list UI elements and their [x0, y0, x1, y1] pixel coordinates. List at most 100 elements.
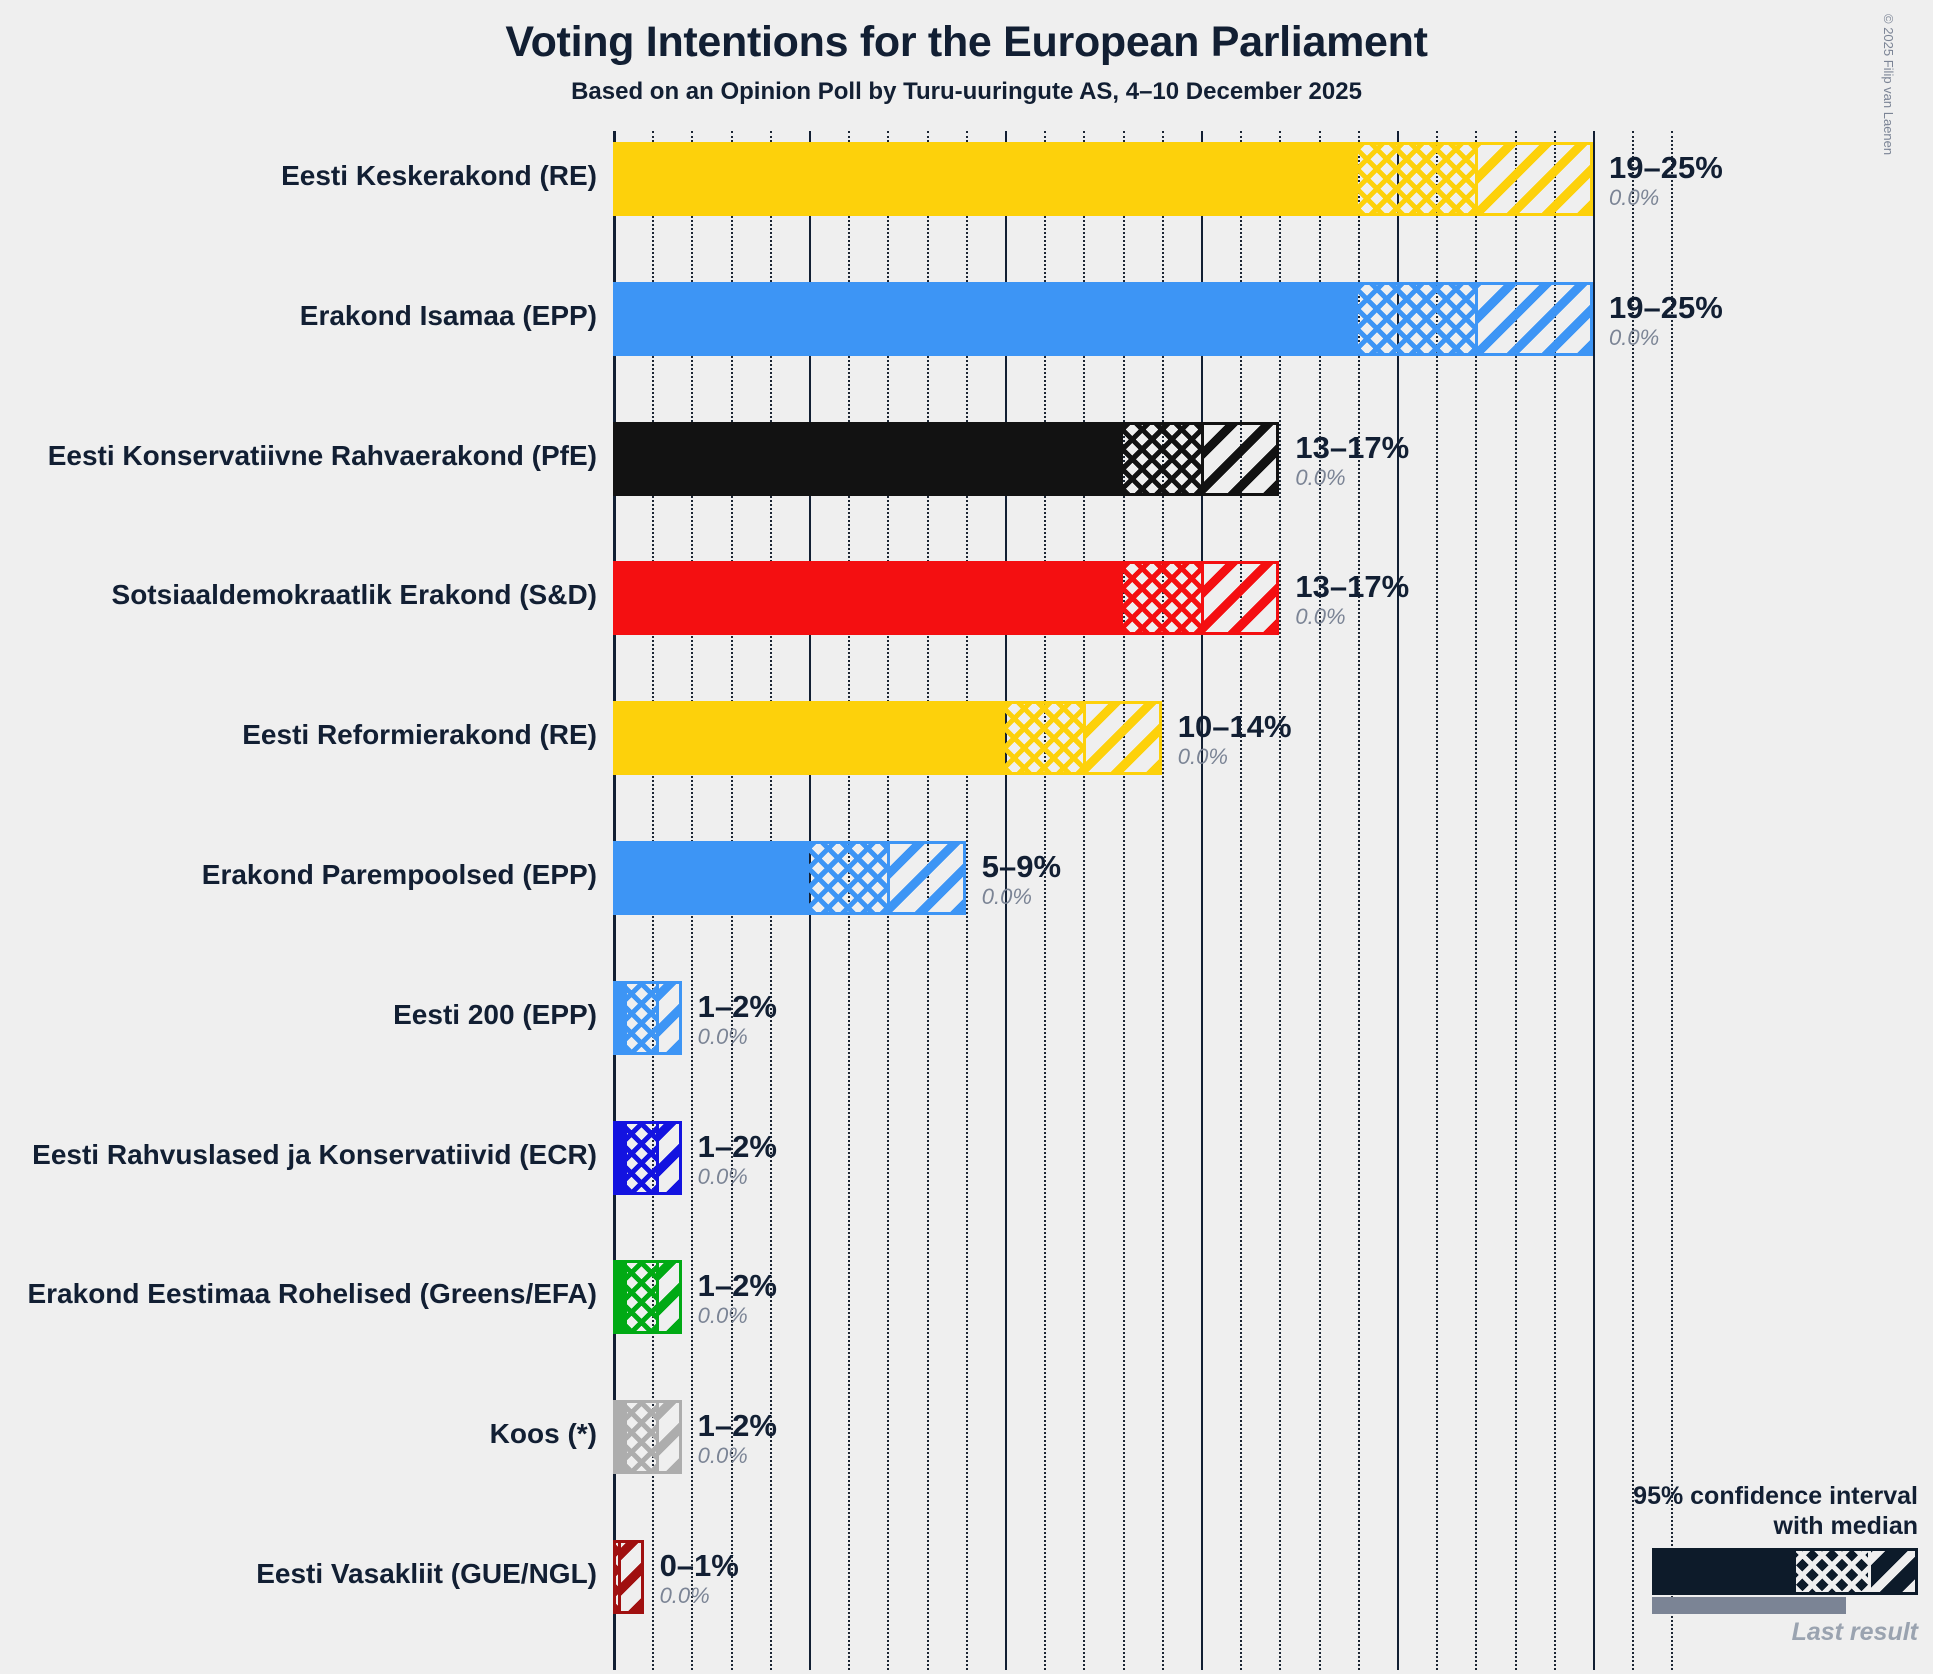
last-result-value: 0.0%: [697, 1303, 748, 1329]
gridline-minor: [1122, 131, 1125, 1670]
interval-value-label: 19–25%: [1609, 150, 1723, 185]
last-result-value: 0.0%: [1609, 324, 1660, 350]
value-label-group: 19–25% 0.0%: [1609, 292, 1723, 353]
bar-segment-solid: [616, 1123, 627, 1192]
bar-segment-diagonal: [656, 1263, 679, 1332]
bar-segment-crosshatch: [1357, 284, 1476, 353]
confidence-interval-bar: [613, 1400, 682, 1475]
gridline-major: [1397, 131, 1399, 1670]
bar-segment-diagonal: [1475, 284, 1590, 353]
interval-value-label: 0–1%: [659, 1548, 739, 1583]
bar-segment-diagonal: [887, 844, 963, 912]
last-result-value: 0.0%: [1295, 604, 1346, 630]
bar-segment-crosshatch: [1357, 145, 1476, 213]
legend-interval-swatch: [1652, 1548, 1918, 1595]
legend-line-2: with median: [1773, 1511, 1918, 1540]
bar-segment-solid: [616, 145, 1358, 213]
gridline-major: [1201, 131, 1203, 1670]
interval-value-label: 13–17%: [1295, 569, 1410, 605]
bar-segment-solid: [616, 564, 1123, 633]
gridline-minor: [1671, 131, 1674, 1670]
bar-segment-diagonal: [617, 1543, 641, 1611]
last-result-value: 0.0%: [1609, 185, 1660, 210]
party-label: Eesti 200 (EPP): [393, 998, 597, 1030]
confidence-interval-bar: [613, 980, 682, 1055]
bar-row: Erakond Isamaa (EPP) 19–25% 0.0%: [0, 271, 1933, 411]
bar-segment-solid: [616, 983, 627, 1052]
party-label: Eesti Reformierakond (RE): [242, 719, 597, 751]
gridline-minor: [1083, 131, 1086, 1670]
bar-segment-diagonal: [1475, 145, 1590, 213]
bar-segment-crosshatch: [626, 983, 657, 1052]
gridline-major: [1005, 131, 1007, 1670]
confidence-interval-bar: [613, 1540, 644, 1614]
bar-segment-crosshatch: [626, 1123, 657, 1192]
legend-diagonal-segment: [1868, 1551, 1915, 1592]
interval-value-label: 10–14%: [1177, 709, 1292, 745]
gridline-minor: [1553, 131, 1556, 1670]
legend-last-result-swatch: [1652, 1597, 1846, 1614]
party-label: Erakond Parempoolsed (EPP): [201, 859, 597, 890]
value-label-group: 10–14% 0.0%: [1178, 711, 1292, 772]
gridline-minor: [1240, 131, 1243, 1670]
bar-row: Erakond Eestimaa Rohelised (Greens/EFA) 1…: [0, 1249, 1933, 1389]
gridline-minor: [1475, 131, 1478, 1670]
bar-segment-diagonal: [656, 983, 679, 1052]
chart-subtitle: Based on an Opinion Poll by Turu-uuringu…: [571, 78, 1362, 105]
party-label: Koos (*): [489, 1418, 597, 1450]
party-label: Erakond Isamaa (EPP): [299, 299, 597, 331]
value-label-group: 1–2% 0.0%: [698, 1410, 777, 1471]
bar-segment-diagonal: [656, 1123, 679, 1192]
confidence-interval-bar: [613, 841, 966, 915]
bar-segment-crosshatch: [626, 1403, 657, 1472]
gridline-minor: [1436, 131, 1439, 1670]
bar-row: Sotsiaaldemokraatlik Erakond (S&D) 13–17%…: [0, 550, 1933, 690]
interval-value-label: 1–2%: [697, 1268, 777, 1304]
bar-segment-crosshatch: [809, 844, 888, 912]
gridline-minor: [1318, 131, 1321, 1670]
bar-segment-solid: [616, 844, 809, 912]
bar-segment-solid: [616, 284, 1358, 353]
value-label-group: 0–1% 0.0%: [660, 1550, 739, 1611]
last-result-value: 0.0%: [697, 1023, 748, 1049]
party-label: Eesti Konservatiivne Rahvaerakond (PfE): [47, 439, 597, 471]
party-label: Eesti Rahvuslased ja Konservatiivid (ECR…: [32, 1138, 597, 1170]
last-result-value: 0.0%: [659, 1583, 710, 1608]
value-label-group: 13–17% 0.0%: [1295, 432, 1409, 493]
bar-segment-solid: [616, 1403, 627, 1472]
confidence-interval-bar: [613, 281, 1593, 356]
legend-crosshatch-segment: [1796, 1551, 1868, 1592]
bar-row: Eesti Konservatiivne Rahvaerakond (PfE) 1…: [0, 411, 1933, 551]
interval-value-label: 1–2%: [697, 1408, 777, 1444]
value-label-group: 5–9% 0.0%: [982, 851, 1061, 912]
last-result-value: 0.0%: [1177, 744, 1228, 770]
bar-segment-crosshatch: [1122, 564, 1201, 633]
gridline-minor: [1161, 131, 1164, 1670]
bar-segment-crosshatch: [1005, 704, 1084, 773]
value-label-group: 19–25% 0.0%: [1609, 152, 1723, 213]
confidence-interval-bar: [613, 701, 1162, 776]
interval-value-label: 13–17%: [1295, 429, 1410, 465]
bar-row: Eesti Keskerakond (RE) 19–25% 0.0%: [0, 131, 1933, 271]
legend-last-result-label: Last result: [1791, 1618, 1918, 1646]
interval-value-label: 1–2%: [697, 988, 777, 1024]
interval-value-label: 1–2%: [697, 1128, 777, 1164]
interval-value-label: 19–25%: [1609, 289, 1723, 325]
party-label: Sotsiaaldemokraatlik Erakond (S&D): [111, 579, 597, 611]
legend-line-1: 95% confidence interval: [1633, 1482, 1918, 1510]
confidence-interval-bar: [613, 1120, 682, 1195]
confidence-interval-bar: [613, 421, 1280, 496]
interval-value-label: 5–9%: [981, 849, 1062, 884]
gridline-minor: [1514, 131, 1517, 1670]
party-label: Erakond Eestimaa Rohelised (Greens/EFA): [27, 1278, 597, 1310]
bar-row: Koos (*) 1–2% 0.0%: [0, 1389, 1933, 1529]
gridline-minor: [965, 131, 968, 1670]
bar-segment-diagonal: [656, 1403, 679, 1472]
confidence-interval-bar: [613, 561, 1280, 636]
bar-row: Eesti Vasakliit (GUE/NGL) 0–1% 0.0%: [0, 1529, 1933, 1669]
gridline-minor: [1279, 131, 1282, 1670]
value-label-group: 13–17% 0.0%: [1295, 571, 1409, 632]
bar-row: Eesti Reformierakond (RE) 10–14% 0.0%: [0, 690, 1933, 830]
last-result-value: 0.0%: [697, 1163, 748, 1189]
last-result-value: 0.0%: [697, 1443, 748, 1469]
